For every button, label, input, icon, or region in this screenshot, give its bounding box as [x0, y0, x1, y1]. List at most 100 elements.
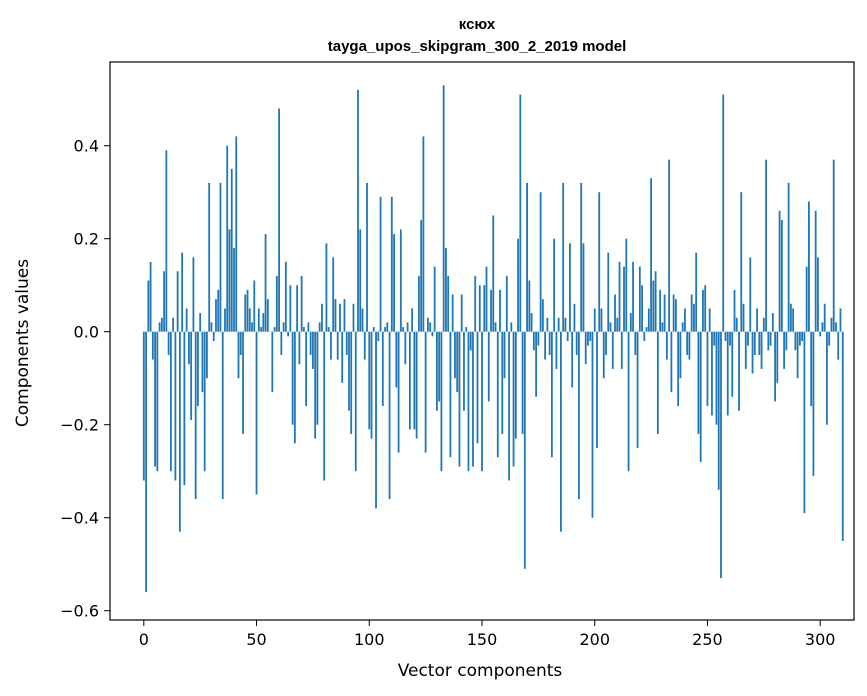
bar-0 [142, 331, 145, 481]
bar-18 [183, 331, 186, 486]
bar-219 [636, 331, 639, 448]
bar-124 [422, 136, 425, 332]
bar-206 [607, 252, 610, 332]
bar-38 [228, 229, 231, 332]
bar-59 [275, 275, 278, 332]
bar-277 [767, 331, 770, 351]
bar-243 [690, 294, 693, 332]
bar-195 [582, 243, 585, 332]
bar-285 [785, 331, 788, 351]
y-tick-label: −0.6 [60, 602, 99, 621]
bar-207 [609, 322, 612, 332]
bar-115 [402, 327, 404, 332]
bar-215 [627, 331, 630, 472]
bar-4 [151, 331, 154, 360]
bar-246 [697, 331, 700, 434]
bars-group [142, 85, 844, 593]
bar-5 [154, 331, 156, 467]
bar-271 [753, 331, 756, 355]
bar-144 [467, 331, 470, 472]
bar-137 [451, 294, 454, 332]
bar-40 [233, 248, 235, 332]
bar-91 [348, 331, 350, 411]
bar-222 [643, 331, 646, 341]
bar-133 [442, 85, 445, 332]
bar-41 [235, 136, 238, 332]
bar-136 [449, 331, 452, 458]
bar-25 [199, 313, 202, 332]
bar-79 [321, 303, 323, 332]
bar-199 [591, 331, 594, 518]
bar-257 [722, 94, 725, 332]
bar-244 [693, 303, 695, 332]
bar-48 [251, 322, 253, 332]
bar-111 [393, 234, 395, 332]
bar-19 [185, 308, 188, 332]
bar-263 [735, 317, 738, 332]
bar-194 [580, 182, 583, 332]
bar-202 [598, 192, 601, 332]
bar-281 [776, 331, 779, 383]
bar-81 [325, 243, 328, 332]
bar-276 [765, 159, 767, 332]
bar-70 [300, 275, 303, 332]
bar-252 [711, 331, 713, 416]
bar-1 [145, 331, 147, 593]
bar-101 [370, 331, 373, 439]
bar-231 [663, 294, 666, 332]
bar-226 [652, 280, 655, 332]
bar-52 [260, 327, 262, 332]
bar-72 [305, 331, 308, 407]
bar-309 [839, 308, 842, 332]
bar-292 [801, 331, 804, 341]
bar-61 [280, 331, 283, 355]
bar-63 [284, 261, 287, 332]
bar-11 [167, 331, 170, 355]
bar-50 [255, 331, 258, 495]
bar-24 [197, 331, 199, 407]
bar-108 [386, 322, 389, 332]
bar-218 [634, 331, 637, 355]
bar-272 [756, 308, 758, 332]
bar-181 [550, 331, 553, 458]
bar-193 [578, 331, 580, 500]
bar-234 [670, 331, 673, 393]
bar-209 [614, 294, 616, 332]
x-tick-label: 150 [467, 630, 498, 649]
bar-279 [771, 313, 774, 332]
bar-71 [302, 327, 305, 332]
bar-303 [826, 331, 828, 425]
bar-185 [560, 331, 562, 532]
bar-51 [257, 308, 260, 332]
bar-294 [805, 266, 808, 332]
bar-17 [181, 252, 184, 332]
bar-60 [278, 108, 280, 332]
bar-92 [350, 331, 353, 434]
bar-179 [546, 317, 549, 332]
bar-76 [314, 331, 317, 439]
bar-116 [404, 331, 407, 365]
bar-278 [769, 331, 772, 346]
bar-255 [717, 331, 720, 490]
bar-90 [345, 331, 348, 355]
bar-119 [411, 308, 414, 332]
bar-223 [645, 327, 648, 332]
bar-32 [215, 299, 217, 332]
bar-230 [661, 322, 664, 332]
y-tick-label: −0.2 [60, 416, 99, 435]
bar-177 [541, 299, 544, 332]
bar-262 [733, 289, 736, 332]
bar-305 [830, 317, 833, 332]
bar-254 [715, 331, 718, 425]
bar-145 [469, 331, 472, 351]
bar-86 [336, 331, 339, 360]
bar-286 [787, 182, 790, 332]
y-tick-label: −0.4 [60, 509, 99, 528]
bar-130 [436, 331, 438, 411]
bar-152 [485, 266, 488, 332]
bar-30 [210, 322, 213, 332]
bar-69 [298, 331, 301, 365]
bar-3 [149, 261, 152, 332]
bar-132 [440, 331, 443, 472]
x-tick-label: 250 [692, 630, 723, 649]
